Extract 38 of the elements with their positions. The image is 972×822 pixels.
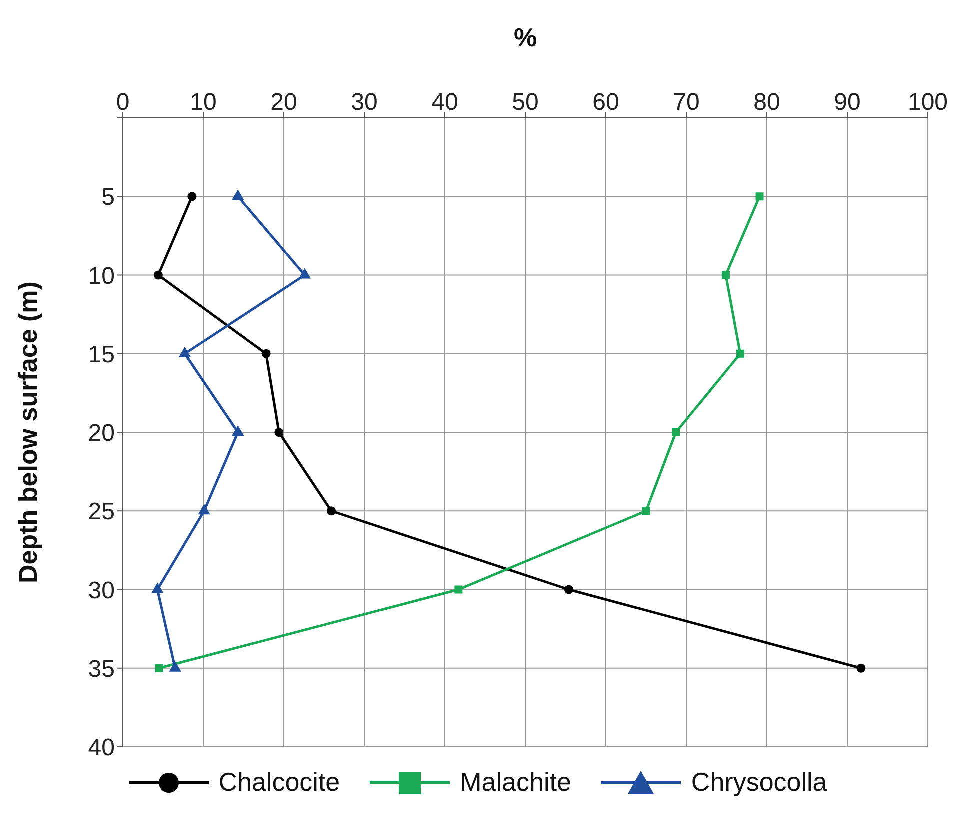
point bbox=[642, 507, 650, 516]
point bbox=[756, 192, 764, 201]
y-tick-label: 20 bbox=[88, 420, 115, 448]
point bbox=[262, 349, 271, 358]
legend-label: Malachite bbox=[460, 767, 572, 798]
point bbox=[155, 664, 164, 672]
x-tick-label: 20 bbox=[270, 89, 298, 116]
x-tick-label: 70 bbox=[673, 89, 700, 116]
point bbox=[454, 586, 463, 594]
y-tick-label: 40 bbox=[88, 734, 115, 762]
y-tick-label: 10 bbox=[88, 262, 115, 290]
x-tick-label: 40 bbox=[432, 89, 458, 116]
x-tick-label: 60 bbox=[592, 89, 620, 116]
x-tick-label: 0 bbox=[116, 89, 130, 116]
y-tick-label: 15 bbox=[88, 341, 115, 368]
x-tick-label: 10 bbox=[190, 89, 217, 116]
y-axis-title: Depth below surface (m) bbox=[13, 282, 44, 584]
x-tick-label: 90 bbox=[834, 89, 861, 116]
x-tick-label: 30 bbox=[351, 89, 378, 116]
y-tick-label: 5 bbox=[102, 184, 115, 212]
point bbox=[672, 428, 680, 436]
point bbox=[326, 506, 336, 516]
x-tick-label: 50 bbox=[512, 89, 539, 116]
x-tick-label: 80 bbox=[754, 89, 780, 116]
y-tick-label: 35 bbox=[88, 656, 115, 683]
x-axis-title: % bbox=[514, 22, 538, 52]
x-tick-label: 100 bbox=[908, 89, 948, 116]
point bbox=[274, 428, 284, 438]
point bbox=[856, 664, 866, 673]
y-tick-label: 25 bbox=[88, 498, 115, 526]
point bbox=[736, 350, 744, 358]
y-tick-label: 30 bbox=[88, 577, 115, 604]
point bbox=[722, 271, 730, 280]
legend-label: Chrysocolla bbox=[691, 767, 828, 798]
legend-label: Chalcocite bbox=[218, 767, 340, 798]
point bbox=[188, 192, 197, 202]
point bbox=[564, 585, 574, 594]
point bbox=[154, 270, 163, 280]
